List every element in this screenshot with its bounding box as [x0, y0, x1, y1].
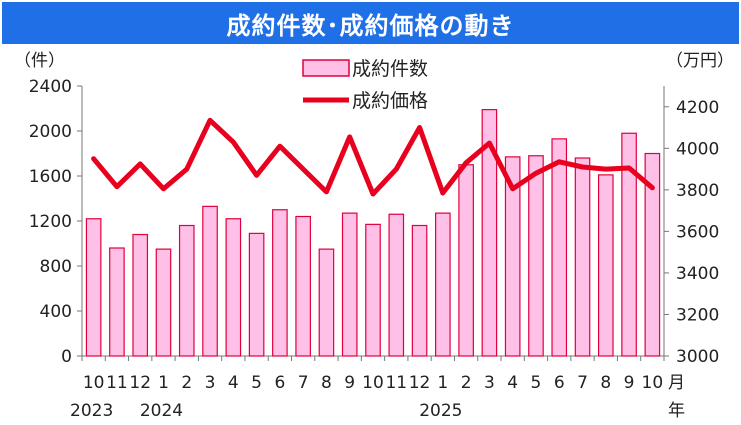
bar-10 [318, 248, 335, 357]
left-tick-label: 400 [40, 302, 72, 322]
x-tick-label: 3 [484, 373, 495, 393]
x-tick-label: 5 [251, 373, 262, 393]
bar-8 [272, 209, 288, 357]
x-tick-label: 2 [461, 373, 472, 393]
x-tick-label: 8 [321, 373, 332, 393]
right-axis-unit: （万円） [666, 51, 734, 71]
year-label: 2025 [419, 401, 462, 421]
bar-24 [644, 152, 661, 357]
right-tick-label: 4200 [676, 98, 719, 118]
x-tick-label: 4 [228, 373, 239, 393]
bar-3 [155, 248, 172, 357]
x-tick-label: 7 [577, 373, 588, 393]
chart-title: 成約件数･成約価格の動き [2, 2, 739, 44]
x-axis-month-unit: 月 [668, 373, 685, 393]
x-tick-label: 8 [600, 373, 611, 393]
bar-1 [109, 247, 125, 357]
x-tick-label: 10 [83, 373, 105, 393]
left-tick-label: 800 [40, 257, 72, 277]
bar-21 [574, 157, 591, 357]
x-tick-label: 9 [624, 373, 635, 393]
x-tick-label: 6 [274, 373, 285, 393]
legend-bar-swatch [302, 59, 350, 77]
x-tick-label: 9 [344, 373, 355, 393]
right-tick-label: 3200 [676, 305, 719, 325]
x-tick-label: 4 [507, 373, 518, 393]
bar-22 [597, 174, 614, 357]
left-axis-unit: （件） [14, 51, 65, 71]
bar-17 [481, 109, 498, 357]
legend-bar-label: 成約件数 [352, 58, 428, 80]
x-tick-label: 11 [385, 373, 407, 393]
left-tick-label: 2000 [29, 122, 72, 142]
bar-16 [458, 164, 474, 357]
bar-11 [341, 212, 358, 357]
x-tick-label: 10 [362, 373, 384, 393]
x-tick-label: 6 [554, 373, 565, 393]
x-axis-year-unit: 年 [668, 401, 685, 421]
bar-23 [621, 132, 637, 357]
bar-18 [504, 156, 521, 357]
price-line [91, 117, 655, 197]
x-tick-label: 12 [409, 373, 431, 393]
bar-7 [248, 232, 265, 357]
right-tick-label: 4000 [676, 139, 719, 159]
left-tick-label: 1200 [29, 212, 72, 232]
x-tick-label: 10 [642, 373, 664, 393]
bar-12 [365, 223, 381, 357]
bar-14 [411, 224, 428, 357]
left-tick-label: 0 [61, 347, 72, 367]
bar-4 [178, 224, 195, 357]
x-tick-label: 3 [205, 373, 216, 393]
year-label: 2024 [140, 401, 183, 421]
x-tick-label: 5 [531, 373, 542, 393]
bar-19 [528, 155, 544, 357]
x-tick-label: 2 [181, 373, 192, 393]
bar-0 [85, 218, 102, 357]
legend-line-label: 成約価格 [352, 90, 428, 112]
left-tick-label: 1600 [29, 167, 72, 187]
right-tick-label: 3400 [676, 264, 719, 284]
x-tick-label: 12 [129, 373, 151, 393]
x-tick-label: 1 [158, 373, 169, 393]
right-tick-label: 3800 [676, 181, 719, 201]
x-tick-label: 7 [298, 373, 309, 393]
bar-9 [295, 215, 311, 357]
right-tick-label: 3000 [676, 347, 719, 367]
left-tick-label: 2400 [29, 77, 72, 97]
bar-20 [551, 138, 568, 357]
x-tick-label: 11 [106, 373, 128, 393]
bar-5 [202, 205, 218, 357]
bar-2 [132, 233, 149, 357]
bar-6 [225, 218, 242, 357]
right-tick-label: 3600 [676, 222, 719, 242]
bar-15 [435, 212, 451, 357]
x-tick-label: 1 [437, 373, 448, 393]
year-label: 2023 [70, 401, 113, 421]
bar-13 [388, 213, 405, 357]
